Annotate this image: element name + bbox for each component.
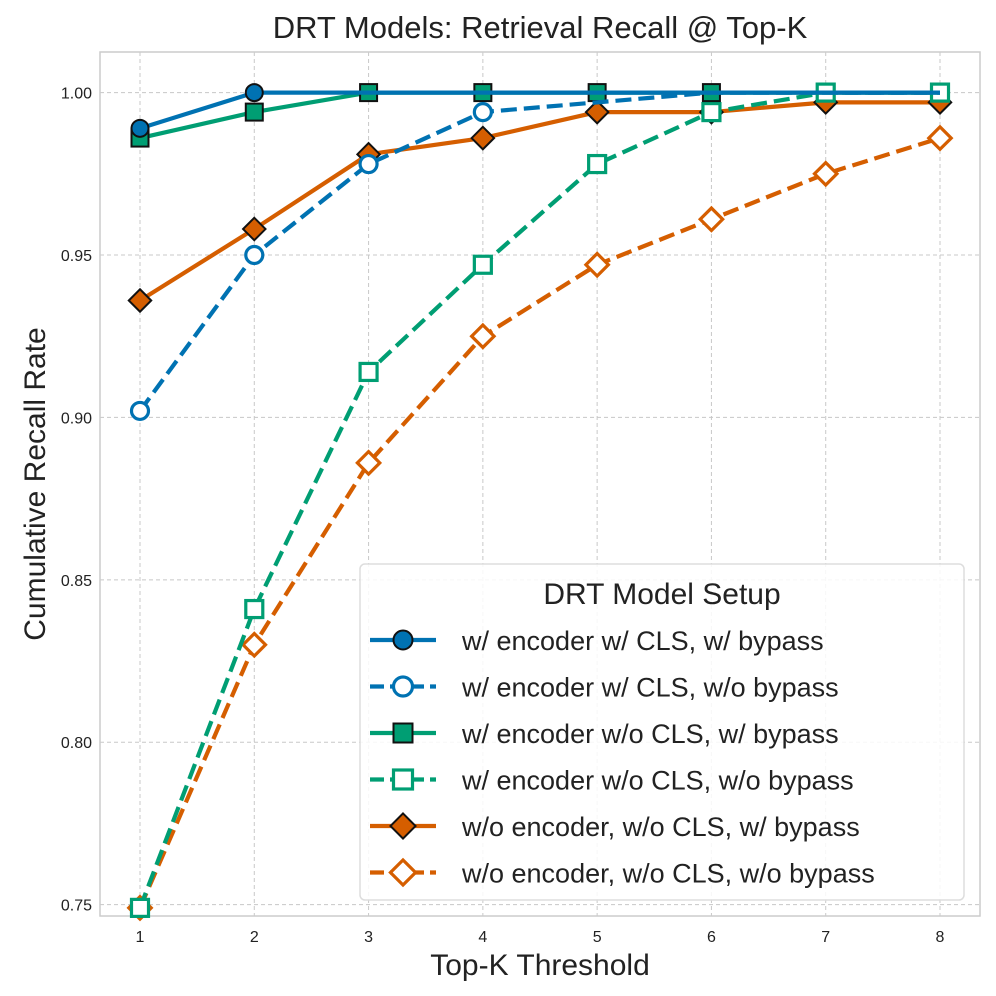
series-line bbox=[139, 90, 940, 131]
x-axis-label: Top-K Threshold bbox=[430, 949, 650, 982]
x-tick-label: 2 bbox=[250, 929, 259, 946]
series-line bbox=[138, 100, 940, 303]
legend-label: w/ encoder w/ CLS, w/ bypass bbox=[461, 626, 824, 656]
legend-frame bbox=[359, 563, 965, 901]
x-tick-label: 7 bbox=[821, 929, 830, 946]
diamond-marker bbox=[697, 205, 725, 233]
diamond-marker bbox=[583, 251, 611, 279]
diamond-marker bbox=[470, 125, 496, 151]
square-marker bbox=[392, 722, 414, 744]
legend-label: w/ encoder w/o CLS, w/ bypass bbox=[461, 719, 839, 749]
diamond-marker bbox=[584, 99, 610, 125]
diamond-marker bbox=[388, 857, 418, 888]
circle-marker bbox=[129, 400, 151, 422]
x-tick-label: 6 bbox=[707, 929, 716, 946]
diamond-marker bbox=[926, 124, 954, 152]
circle-marker bbox=[244, 244, 265, 266]
circle-marker bbox=[472, 101, 493, 123]
series-group bbox=[126, 82, 954, 922]
legend-entry: w/o encoder, w/o CLS, w/o bypass bbox=[370, 857, 875, 889]
square-marker bbox=[244, 598, 265, 620]
square-marker bbox=[701, 101, 722, 123]
circle-marker bbox=[358, 153, 379, 175]
circle-marker bbox=[244, 83, 264, 103]
diamond-marker bbox=[127, 287, 153, 314]
legend-title: DRT Model Setup bbox=[543, 578, 780, 611]
legend-entry: w/ encoder w/o CLS, w/o bypass bbox=[370, 766, 854, 796]
legend: DRT Model Setup w/ encoder w/ CLS, w/ by… bbox=[359, 563, 965, 901]
legend-entry: w/ encoder w/o CLS, w/ bypass bbox=[370, 719, 839, 749]
series-line bbox=[138, 90, 940, 909]
legend-label: w/o encoder, w/o CLS, w/o bypass bbox=[461, 859, 875, 889]
series-line bbox=[138, 136, 941, 909]
series-1 bbox=[130, 83, 940, 138]
square-marker bbox=[244, 102, 264, 122]
x-tick-label: 1 bbox=[136, 929, 145, 946]
legend-label: w/o encoder, w/o CLS, w/ bypass bbox=[461, 812, 860, 842]
y-tick-label: 0.75 bbox=[61, 898, 92, 915]
legend-label: w/ encoder w/ CLS, w/o bypass bbox=[461, 673, 839, 703]
legend-entries: w/ encoder w/ CLS, w/ bypass w/ encoder w… bbox=[370, 626, 875, 889]
y-tick-label: 0.90 bbox=[61, 410, 92, 427]
diamond-marker bbox=[469, 322, 497, 350]
circle-marker bbox=[391, 675, 415, 698]
x-tick-labels: 1 2 3 4 5 6 7 8 bbox=[136, 929, 945, 946]
x-tick-label: 4 bbox=[478, 929, 487, 946]
x-tick-label: 5 bbox=[593, 929, 602, 946]
square-marker bbox=[358, 361, 379, 383]
legend-entry: w/o encoder, w/o CLS, w/ bypass bbox=[370, 812, 860, 842]
legend-entry: w/ encoder w/ CLS, w/ bypass bbox=[370, 626, 824, 656]
diamond-marker bbox=[389, 812, 417, 840]
legend-entry: w/ encoder w/ CLS, w/o bypass bbox=[370, 673, 839, 703]
diamond-marker bbox=[355, 449, 383, 477]
y-tick-label: 0.95 bbox=[61, 248, 92, 265]
square-marker bbox=[472, 254, 493, 275]
grid-lines bbox=[100, 52, 980, 916]
circle-marker bbox=[130, 118, 150, 138]
square-marker bbox=[391, 768, 415, 791]
y-tick-label: 0.80 bbox=[61, 735, 92, 752]
x-tick-label: 8 bbox=[936, 929, 945, 946]
y-axis-label: Cumulative Recall Rate bbox=[19, 327, 52, 640]
y-tick-labels: 0.75 0.80 0.85 0.90 0.95 1.00 bbox=[61, 86, 92, 915]
y-tick-label: 1.00 bbox=[61, 86, 92, 103]
diamond-marker bbox=[812, 160, 840, 188]
y-tick-label: 0.85 bbox=[61, 573, 92, 590]
diamond-marker bbox=[241, 216, 267, 242]
chart-title: DRT Models: Retrieval Recall @ Top-K bbox=[273, 10, 808, 45]
diamond-marker bbox=[240, 631, 268, 659]
square-marker bbox=[129, 897, 151, 918]
plot-frame bbox=[99, 51, 981, 917]
x-tick-label: 3 bbox=[364, 929, 373, 946]
circle-marker bbox=[392, 629, 414, 651]
legend-label: w/ encoder w/o CLS, w/o bypass bbox=[461, 766, 854, 796]
square-marker bbox=[587, 153, 608, 175]
